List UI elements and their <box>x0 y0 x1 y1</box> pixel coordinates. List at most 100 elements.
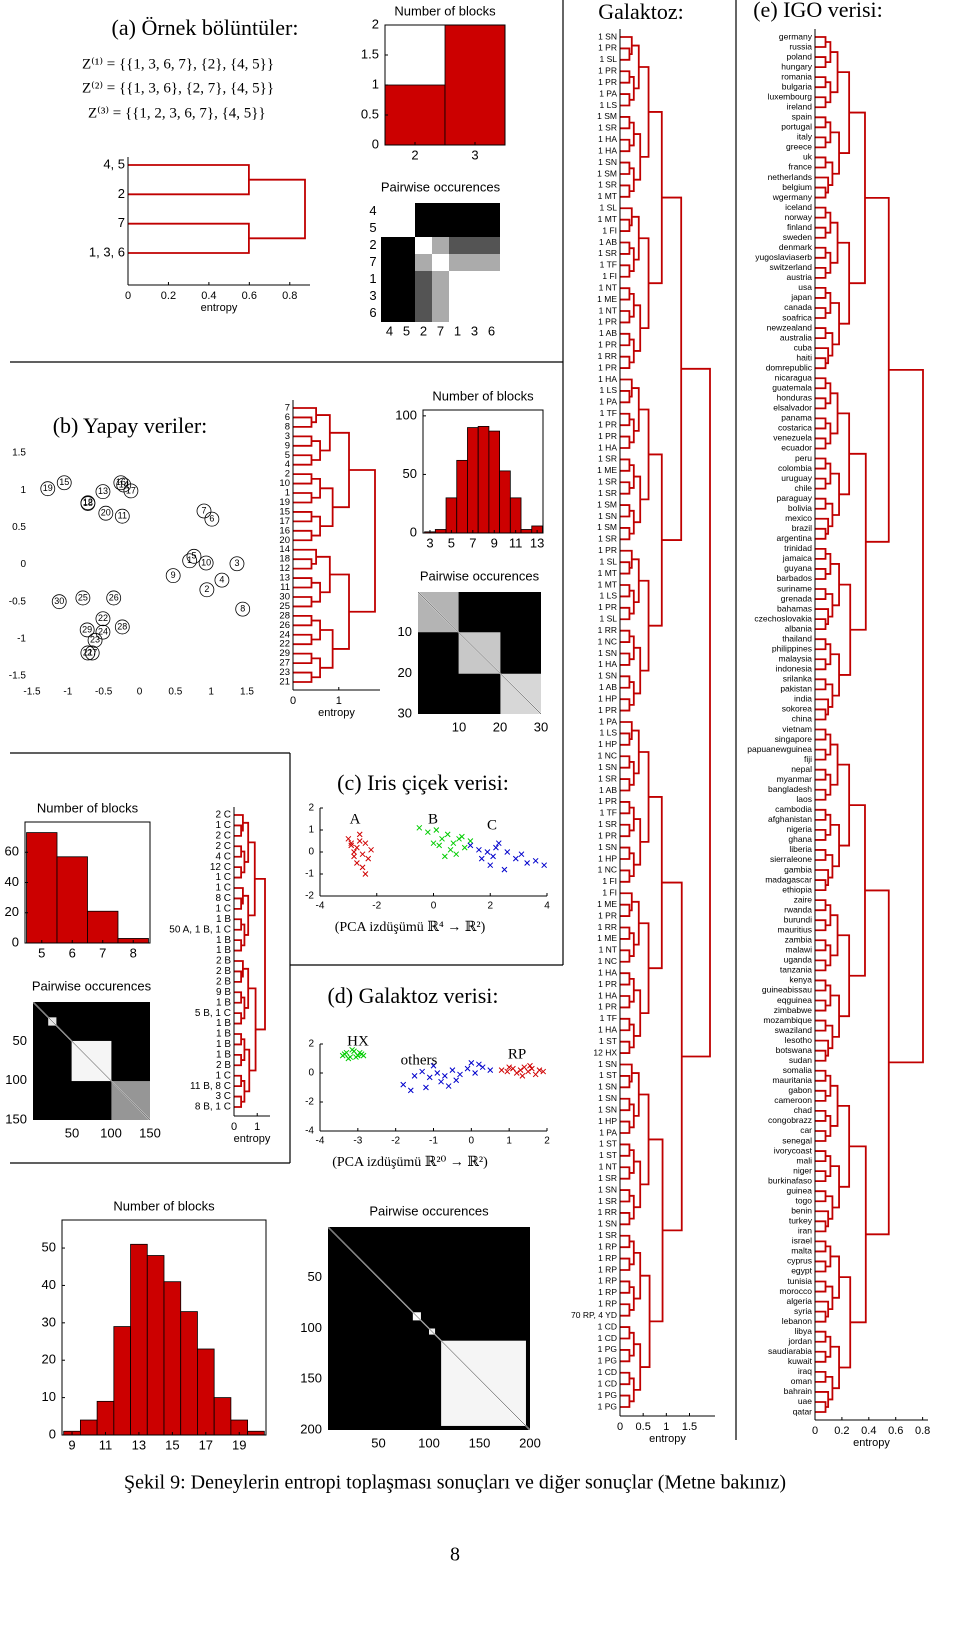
leaf-label: ecuador <box>781 443 812 453</box>
leaf-label: 12 C <box>210 862 231 873</box>
x-tick-label: 150 <box>469 1435 491 1450</box>
point-label: 2 <box>204 584 209 594</box>
caption: Şekil 9: Deneylerin entropi toplaşması s… <box>124 1472 786 1494</box>
point <box>423 1084 429 1091</box>
leaf-label: gambia <box>784 864 812 874</box>
leaf-label: togo <box>795 1195 812 1205</box>
point-label: 11 <box>118 511 127 521</box>
point <box>484 849 491 855</box>
leaf-label: greece <box>786 142 812 152</box>
leaf-label: 1 NC <box>598 636 617 646</box>
leaf-label: spain <box>792 112 813 122</box>
chart-title: Pairwise occurences <box>369 1203 489 1218</box>
point <box>351 853 357 860</box>
leaf-label: 20 <box>279 535 290 546</box>
leaf-label: 1 PR <box>598 340 617 350</box>
y-tick-label: -2 <box>305 1097 314 1108</box>
heatmap-cell <box>449 254 466 271</box>
heatmap-cell <box>415 203 432 220</box>
point <box>430 1062 437 1069</box>
row-label: 7 <box>369 254 376 269</box>
leaf-label: uae <box>798 1396 812 1406</box>
series-label: B <box>428 811 438 827</box>
point <box>441 1073 448 1079</box>
leaf-label: finland <box>787 222 812 232</box>
y-tick-label: -1 <box>305 869 314 880</box>
point <box>351 849 357 855</box>
leaf-label: 1 SR <box>598 1230 617 1240</box>
bar <box>130 1243 148 1436</box>
bar <box>26 832 58 944</box>
leaf-label: 1 ME <box>597 294 617 304</box>
leaf-label: ethiopia <box>782 884 812 894</box>
leaf-label: 1 ST <box>599 1150 617 1160</box>
point <box>468 1059 475 1066</box>
heatmap-cell <box>381 237 398 254</box>
point <box>487 862 494 869</box>
leaf-label: 26 <box>279 620 290 631</box>
leaf-label: 1 MT <box>598 214 617 224</box>
heatmap-cell <box>398 271 415 288</box>
leaf-label: soafrica <box>782 312 812 322</box>
point <box>519 1073 526 1079</box>
leaf-label: nicaragua <box>775 372 813 382</box>
leaf-label: qatar <box>793 1406 813 1416</box>
point-label: 19 <box>43 483 53 493</box>
leaf-label: ireland <box>786 102 812 112</box>
leaf-label: 1 PA <box>599 88 617 98</box>
point <box>450 840 457 847</box>
point <box>459 833 465 840</box>
panel-title: (b) Yapay veriler: <box>53 413 208 438</box>
heatmap-cell <box>483 305 500 322</box>
leaf-label: nepal <box>791 764 812 774</box>
leaf-label: suriname <box>777 583 812 593</box>
leaf-label: iceland <box>785 202 812 212</box>
series-label: C <box>487 817 497 833</box>
leaf-label: austria <box>786 272 812 282</box>
x-tick-label: 13 <box>530 535 544 550</box>
leaf-label: 29 <box>279 648 290 659</box>
leaf-label: singapore <box>775 734 813 744</box>
leaf-label: 1 SR <box>598 773 617 783</box>
leaf-label: 1 B <box>216 935 231 946</box>
bar <box>499 470 511 534</box>
heatmap-cell <box>398 220 415 237</box>
heatmap-cell <box>398 305 415 322</box>
bar <box>488 430 501 534</box>
leaf-label: colombia <box>778 463 812 473</box>
leaf-label: sudan <box>789 1055 812 1065</box>
point <box>433 827 440 833</box>
leaf-label: 2 B <box>216 1060 231 1071</box>
leaf-label: uk <box>803 152 813 162</box>
x-tick-label: 8 <box>130 945 137 960</box>
leaf-label: 21 <box>279 677 290 688</box>
leaf-label: turkey <box>789 1216 813 1226</box>
leaf-label: 8 C <box>215 893 231 904</box>
y-tick-label: 50 <box>308 1269 322 1284</box>
point <box>95 484 111 500</box>
leaf-label: 1 MT <box>598 579 617 589</box>
leaf-label: 1 SR <box>598 248 617 258</box>
heatmap-cell <box>381 271 398 288</box>
heatmap-cell <box>432 305 449 322</box>
leaf-label: 15 <box>279 506 290 517</box>
leaf-label: 1 SM <box>597 522 617 532</box>
x-tick-label: -1 <box>429 1136 438 1147</box>
point <box>79 622 95 638</box>
leaf-label: 1 C <box>215 872 231 883</box>
point <box>461 844 468 851</box>
leaf-label: 1 NT <box>599 305 617 315</box>
x-tick-label: 150 <box>139 1125 161 1140</box>
point <box>182 553 198 569</box>
leaf-label: jordan <box>787 1336 812 1346</box>
point <box>540 1068 547 1075</box>
point <box>75 590 91 606</box>
heatmap-diagonal <box>32 1001 151 1121</box>
leaf-label: 1 NC <box>598 751 617 761</box>
leaf-label: 1 B <box>216 1039 231 1050</box>
leaf-label: 11 B, 8 C <box>190 1081 231 1092</box>
column-label: 4 <box>386 323 393 338</box>
heatmap-cell <box>415 220 432 237</box>
leaf-label: 1 B <box>216 997 231 1008</box>
leaf-label: 1 SL <box>600 203 618 213</box>
